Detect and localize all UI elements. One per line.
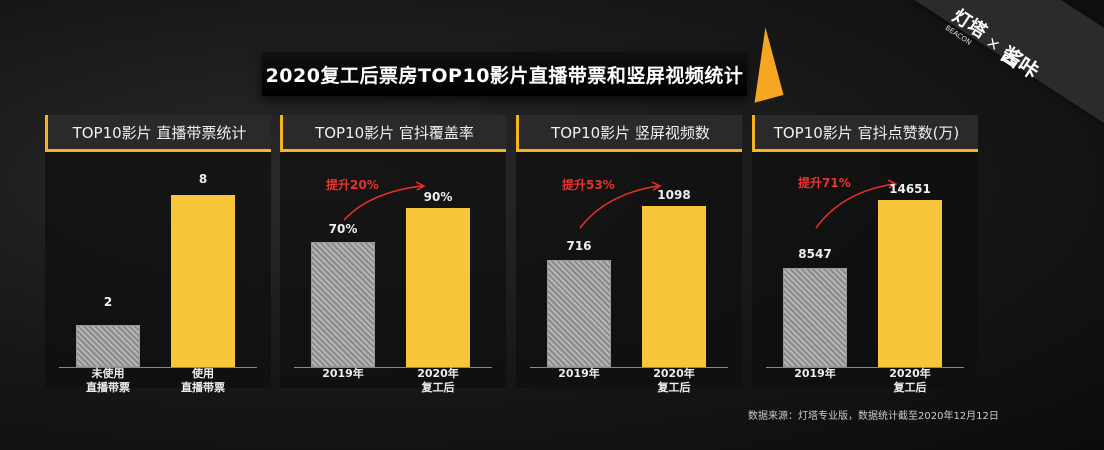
- growth-arrow-icon: [343, 181, 426, 221]
- bar-value: 70%: [328, 222, 358, 236]
- chart-panel-vertical-videos: TOP10影片 竖屏视频数 提升53% 716 1098 2019年 2020年…: [516, 115, 742, 394]
- category-label: 未使用 直播带票: [86, 367, 130, 394]
- category-label: 2019年: [322, 367, 364, 380]
- x-axis: [766, 367, 964, 368]
- bar-unused: [76, 325, 140, 367]
- bar-value: 8547: [798, 247, 832, 261]
- panel-title: TOP10影片 官抖覆盖率: [280, 115, 506, 152]
- bar-value: 716: [566, 239, 592, 253]
- bar-2019: [311, 242, 375, 367]
- bar-chart: 提升71% 8547 14651: [752, 152, 978, 368]
- category-label: 2019年: [558, 367, 600, 380]
- growth-label: 提升71%: [798, 176, 851, 190]
- category-label: 2019年: [794, 367, 836, 380]
- panel-title: TOP10影片 官抖点赞数(万): [752, 115, 978, 152]
- panel-title: TOP10影片 直播带票统计: [45, 115, 271, 152]
- bar-value: 14651: [889, 182, 931, 196]
- bar-2020: [878, 200, 942, 367]
- bar-2020: [406, 208, 470, 367]
- bar-2019: [547, 260, 611, 367]
- growth-arrow-icon: [579, 181, 662, 229]
- category-label: 使用 直播带票: [181, 367, 225, 394]
- x-axis: [294, 367, 492, 368]
- banner-fold-decoration: [736, 27, 784, 103]
- bar-value: 2: [103, 295, 113, 309]
- x-axis: [530, 367, 728, 368]
- bar-value: 8: [198, 172, 208, 186]
- category-label: 2020年 复工后: [889, 367, 931, 394]
- growth-label: 提升53%: [562, 178, 615, 192]
- category-label: 2020年 复工后: [653, 367, 695, 394]
- bar-used: [171, 195, 235, 367]
- partner-logo: 酱咔: [997, 41, 1044, 83]
- cross-icon: ×: [982, 31, 1005, 55]
- bar-2019: [783, 268, 847, 367]
- chart-panel-likes: TOP10影片 官抖点赞数(万) 提升71% 8547 14651 2019年 …: [752, 115, 978, 394]
- category-label: 2020年 复工后: [417, 367, 459, 394]
- bar-value: 1098: [657, 188, 691, 202]
- growth-label: 提升20%: [326, 178, 379, 192]
- page-title-banner: 2020复工后票房TOP10影片直播带票和竖屏视频统计: [262, 27, 784, 103]
- panel-title: TOP10影片 竖屏视频数: [516, 115, 742, 152]
- bar-chart: 2 8: [45, 152, 271, 368]
- chart-panel-livestream: TOP10影片 直播带票统计 2 8 未使用 直播带票 使用 直播带票: [45, 115, 271, 394]
- bar-2020: [642, 206, 706, 367]
- page-title: 2020复工后票房TOP10影片直播带票和竖屏视频统计: [265, 64, 744, 87]
- bar-value: 90%: [423, 190, 453, 204]
- chart-panel-coverage: TOP10影片 官抖覆盖率 提升20% 70% 90% 2019年 2020年复…: [280, 115, 506, 394]
- bar-chart: 提升20% 70% 90%: [280, 152, 506, 368]
- x-axis: [59, 367, 257, 368]
- bar-chart: 提升53% 716 1098: [516, 152, 742, 368]
- growth-arrow-icon: [815, 179, 898, 229]
- data-source-note: 数据来源：灯塔专业版，数据统计截至2020年12月12日: [748, 411, 999, 422]
